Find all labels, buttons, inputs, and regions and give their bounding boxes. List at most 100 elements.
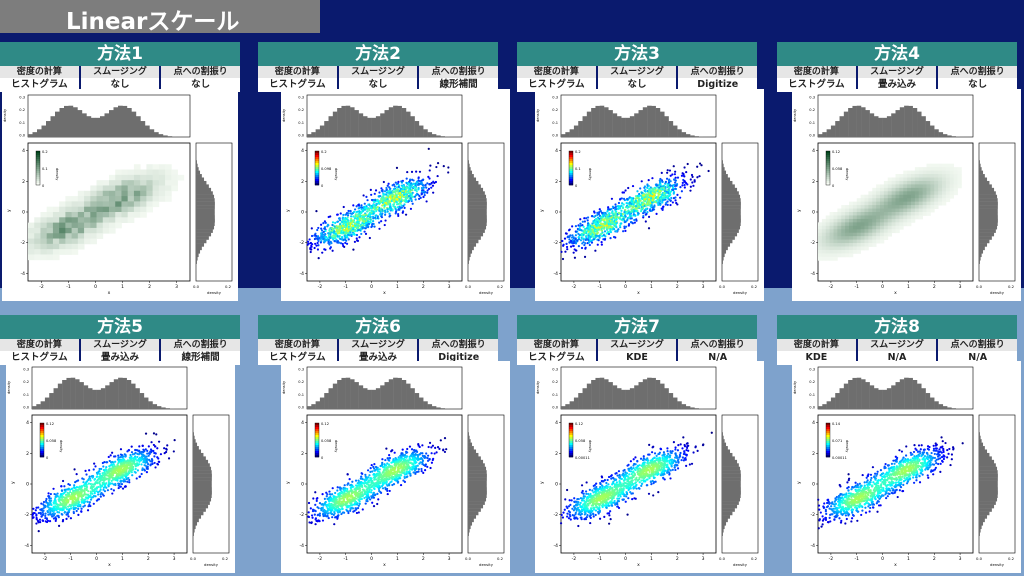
right-histogram-bar [468, 194, 487, 199]
density-cell [152, 164, 160, 170]
top-histogram-bar [436, 135, 441, 137]
data-point [138, 460, 141, 463]
density-cell [930, 167, 935, 171]
right-histogram-bar [722, 260, 723, 264]
data-point [94, 495, 97, 498]
data-point [86, 509, 90, 512]
data-point [98, 469, 101, 473]
data-point [110, 487, 113, 491]
density-cell [833, 246, 838, 251]
data-point [407, 195, 410, 198]
data-point [407, 189, 410, 192]
data-point [116, 473, 120, 476]
data-point [623, 225, 626, 228]
data-point [397, 185, 400, 188]
data-point [659, 181, 662, 184]
density-cell [930, 194, 935, 199]
data-point [388, 195, 392, 199]
density-cell [934, 201, 939, 206]
data-point [316, 228, 319, 232]
data-point [700, 164, 703, 167]
right-histogram-bar [468, 187, 484, 192]
density-cell [957, 184, 962, 189]
data-point [635, 218, 638, 221]
data-point [373, 225, 376, 228]
density-cell [127, 169, 135, 176]
data-point [633, 221, 636, 224]
x-tick-label: -1 [855, 284, 860, 290]
data-point [633, 218, 636, 222]
density-cell [903, 215, 908, 220]
data-point [428, 177, 431, 180]
top-histogram-bar [616, 116, 622, 137]
data-point [359, 227, 363, 231]
data-point [133, 459, 136, 462]
density-cell [895, 215, 900, 220]
method-value: なし [81, 78, 162, 92]
right-histogram-bar [722, 256, 724, 261]
data-point [105, 482, 108, 485]
data-point [641, 202, 645, 205]
density-cell [891, 218, 896, 223]
data-point [346, 236, 349, 239]
data-point [370, 209, 373, 213]
density-cell [841, 243, 846, 247]
data-point [610, 220, 613, 224]
colorbar-segment [569, 155, 573, 158]
top-histogram-bar [826, 129, 832, 137]
data-point [585, 217, 588, 220]
data-point [143, 454, 146, 457]
density-cell [880, 191, 885, 196]
data-point [50, 499, 53, 502]
right-histogram-bar [979, 177, 988, 182]
density-cell [864, 198, 869, 203]
top-histogram-bar [612, 113, 618, 137]
density-cell [821, 236, 827, 240]
top-histogram-bar [95, 117, 101, 137]
density-cell [883, 236, 889, 240]
data-point [642, 199, 646, 202]
data-point [362, 206, 365, 209]
data-point [147, 463, 150, 466]
right-histogram-bar [468, 163, 470, 168]
data-point [35, 522, 38, 525]
data-point [373, 192, 376, 195]
data-point [615, 229, 618, 233]
top-histogram-bar [100, 116, 105, 137]
top-histogram-bar [354, 110, 359, 137]
data-point [630, 202, 633, 205]
density-cell [914, 184, 920, 189]
density-cell [825, 236, 831, 240]
right-histogram-bar [722, 236, 735, 240]
density-cell [899, 225, 904, 230]
data-point [91, 476, 94, 479]
density-cell [918, 174, 924, 178]
density-cell [841, 208, 846, 213]
top-histogram-bar [59, 107, 65, 137]
colorbar-segment [569, 167, 573, 170]
data-point [147, 445, 150, 448]
right-histogram-bar [468, 253, 471, 258]
density-cell [883, 198, 889, 203]
colorbar-segment [315, 155, 319, 158]
data-point [146, 458, 149, 461]
data-point [609, 237, 612, 240]
right-histogram-bar [979, 167, 982, 171]
density-cell [71, 238, 79, 245]
density-cell [158, 169, 166, 176]
data-point [595, 226, 598, 230]
data-point [139, 458, 142, 461]
density-cell [868, 232, 873, 237]
top-histogram-bar [40, 401, 46, 409]
data-point [154, 445, 157, 448]
density-cell [942, 191, 947, 196]
data-point [647, 227, 651, 230]
data-point [329, 246, 332, 249]
data-point [73, 484, 76, 487]
density-cell [907, 215, 912, 220]
density-cell [28, 222, 35, 229]
density-cell [911, 201, 916, 206]
top-histogram-bar [362, 116, 368, 137]
top-histogram-label: density [3, 108, 7, 122]
density-cell [821, 246, 827, 251]
